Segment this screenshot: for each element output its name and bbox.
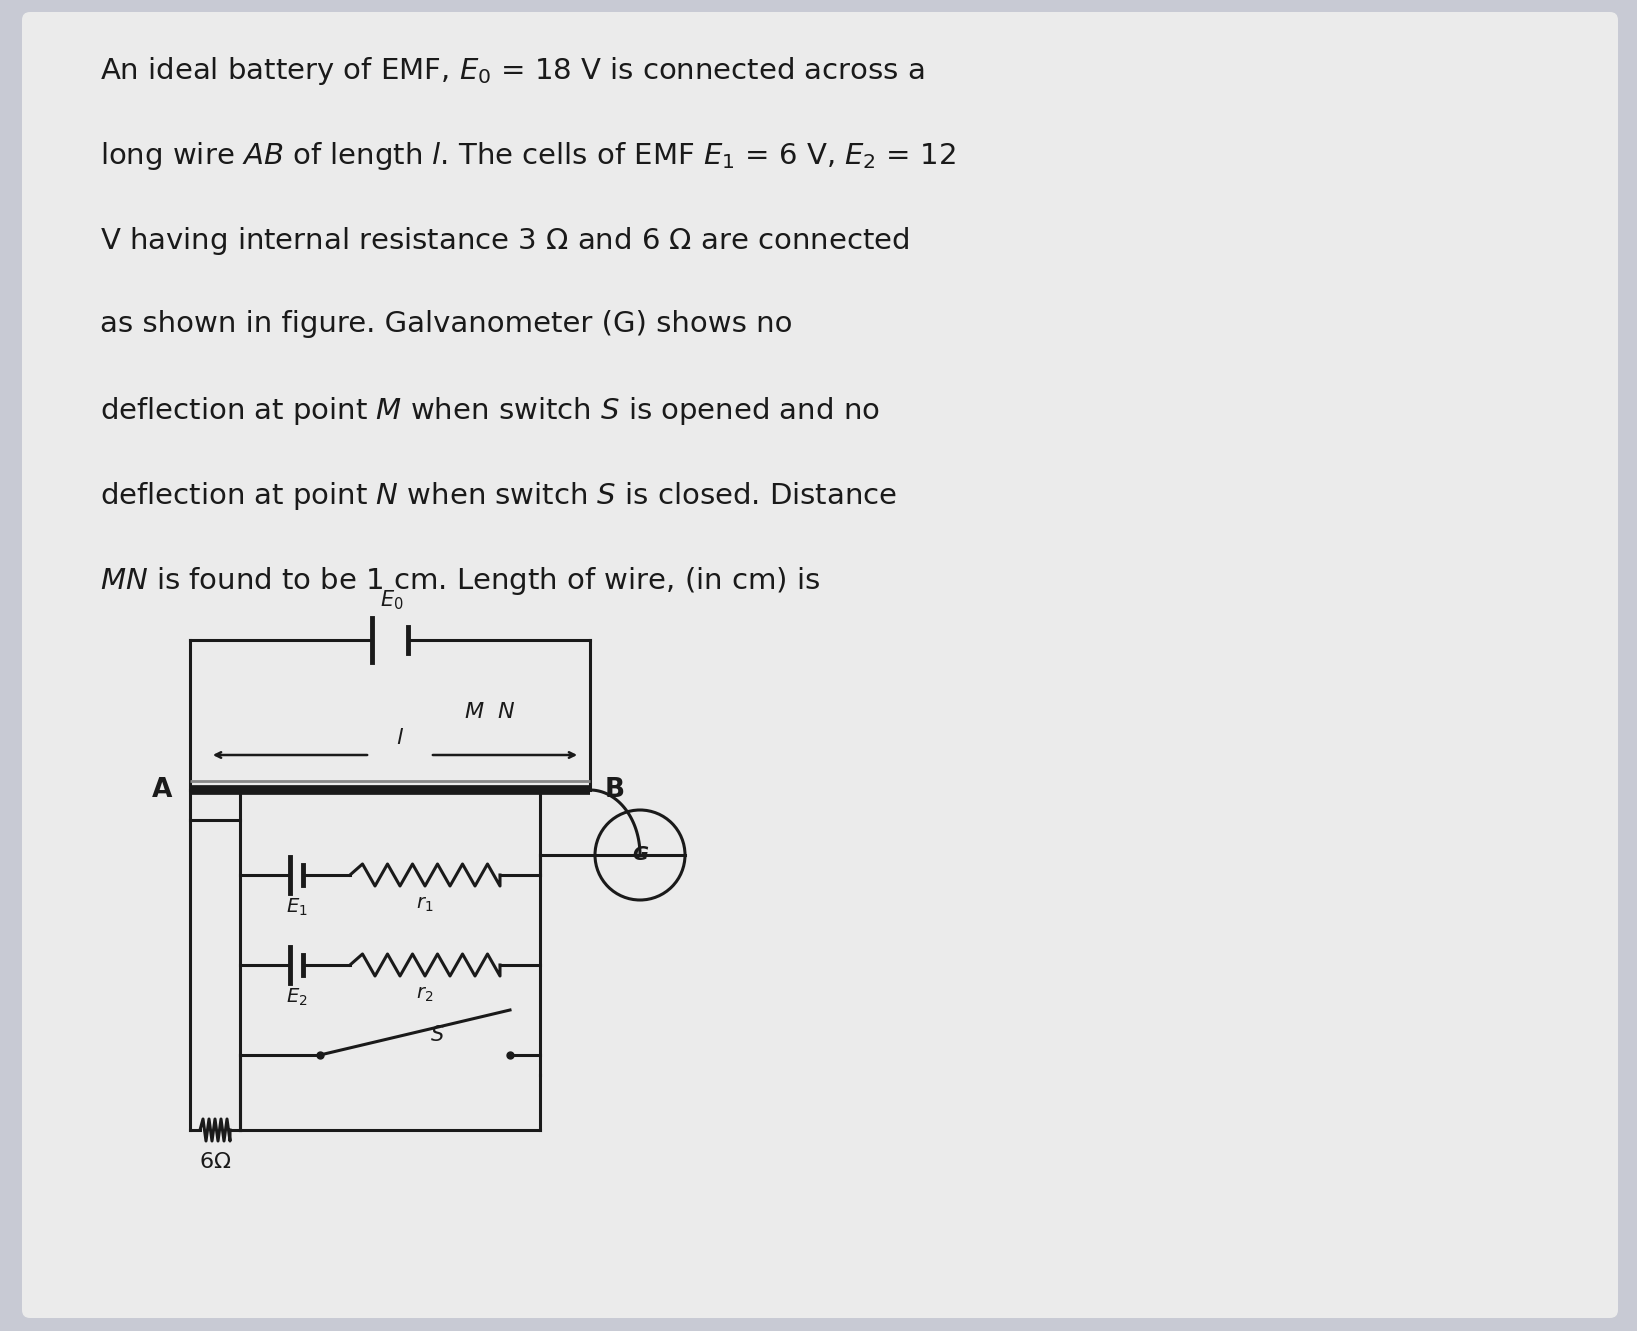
Text: $S$: $S$ xyxy=(431,1025,445,1045)
Text: $M$  $N$: $M$ $N$ xyxy=(465,701,516,721)
Text: An ideal battery of EMF, $E_0$ = 18 V is connected across a: An ideal battery of EMF, $E_0$ = 18 V is… xyxy=(100,55,925,87)
Text: deflection at point $M$ when switch $S$ is opened and no: deflection at point $M$ when switch $S$ … xyxy=(100,395,879,427)
Text: as shown in figure. Galvanometer (G) shows no: as shown in figure. Galvanometer (G) sho… xyxy=(100,310,792,338)
Text: long wire $AB$ of length $l$. The cells of EMF $E_1$ = 6 V, $E_2$ = 12: long wire $AB$ of length $l$. The cells … xyxy=(100,140,956,172)
Text: 6$\Omega$: 6$\Omega$ xyxy=(198,1153,231,1173)
Text: $E_2$: $E_2$ xyxy=(286,988,308,1009)
Text: $MN$ is found to be 1 cm. Length of wire, (in cm) is: $MN$ is found to be 1 cm. Length of wire… xyxy=(100,564,820,598)
Text: $r_1$: $r_1$ xyxy=(416,894,434,914)
Text: B: B xyxy=(606,777,625,803)
Text: $l$: $l$ xyxy=(396,728,404,748)
Text: $E_1$: $E_1$ xyxy=(286,897,308,918)
Text: V having internal resistance 3 $\Omega$ and 6 $\Omega$ are connected: V having internal resistance 3 $\Omega$ … xyxy=(100,225,909,257)
Text: deflection at point $N$ when switch $S$ is closed. Distance: deflection at point $N$ when switch $S$ … xyxy=(100,480,897,512)
Text: G: G xyxy=(632,845,648,865)
Text: $r_2$: $r_2$ xyxy=(416,985,434,1004)
Text: $E_0$: $E_0$ xyxy=(380,588,404,612)
FancyBboxPatch shape xyxy=(21,12,1617,1318)
Text: A: A xyxy=(152,777,172,803)
